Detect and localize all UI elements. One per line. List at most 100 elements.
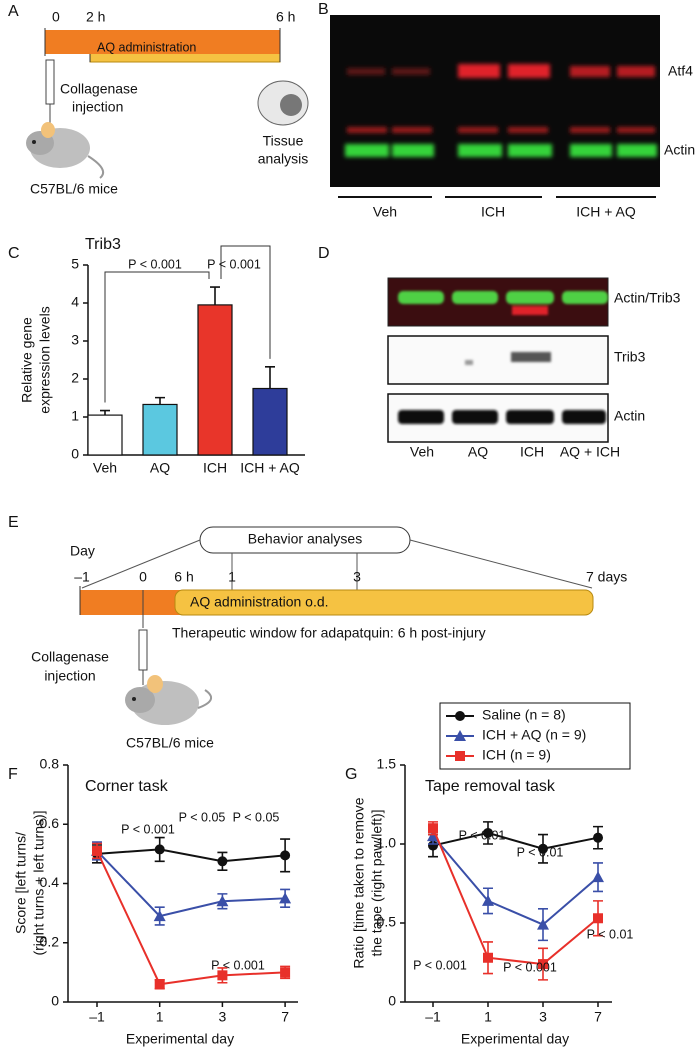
marker [428,840,438,851]
marker [216,895,229,907]
blot [330,15,660,187]
annotation: P < 0.001 [121,822,175,836]
y-tick-label: 1.5 [377,756,397,772]
x-tick-label: –1 [89,1009,105,1025]
bar [87,414,123,456]
series-line [432,827,599,966]
day-label: Day [70,543,95,559]
y-tick-label: 1 [71,408,79,424]
marker [428,823,438,834]
bar [142,403,178,456]
annotation: P < 0.001 [207,257,261,271]
x-tick-label: 1 [484,1009,492,1025]
legend-marker [454,730,466,741]
marker [280,967,291,978]
lane-label: ICH [520,444,544,460]
annotation: P < 0.001 [211,958,265,972]
y-axis-label: Ratio [time taken to remove [351,797,367,968]
analysis-label: Tissue [263,133,304,149]
marker [217,970,228,981]
row-label: Actin [614,408,645,424]
blot-d: Actin/Trib3 Trib3 Actin Veh AQ ICH AQ + … [387,277,681,460]
y-axis-label: the tape (right paw/left)] [369,809,385,956]
analysis-label: analysis [258,151,309,167]
blot-b: Atf4 Actin Veh ICH ICH + AQ [330,15,695,220]
time-label: 0 [52,9,60,25]
surgery-bar [80,590,180,615]
series-line [432,835,599,926]
x-tick-label: ICH + AQ [240,460,300,476]
y-tick-label: 0 [51,993,59,1009]
row-label: Actin/Trib3 [614,290,681,306]
time-label: 6 h [174,569,193,585]
y-tick-label: 3 [71,332,79,348]
surgery-bar [45,30,280,54]
injection-label: Collagenase [31,649,109,665]
injection-label: injection [44,668,95,684]
x-tick-label: 7 [281,1009,289,1025]
panel-label: B [318,1,329,18]
y-tick-label: 4 [71,294,79,310]
marker [483,952,493,963]
time-label: 6 h [276,9,295,25]
bar-label: AQ administration [97,40,196,54]
bar [252,387,288,456]
lane-label: AQ [468,444,488,460]
marker [279,892,292,904]
marker [153,910,166,922]
x-tick-label: 3 [219,1009,227,1025]
x-axis-label: Experimental day [461,1031,569,1047]
y-tick-label: 0.8 [40,756,60,772]
bar [197,304,233,456]
annotation: P < 0.01 [587,927,634,941]
x-tick-label: ICH [203,460,227,476]
series-line [96,850,286,918]
y-tick-label: 1.0 [377,835,397,851]
x-axis-label: Experimental day [126,1031,234,1047]
time-label: 1 [228,569,236,585]
marker [537,918,549,930]
mice-label: C57BL/6 mice [30,181,118,197]
x-tick-label: –1 [425,1009,441,1025]
y-axis-label: Score [left turns/ [13,832,29,934]
y-tick-label: 0.2 [40,933,60,949]
y-tick-label: 5 [71,256,79,272]
band-label: Actin [664,142,695,158]
marker [483,827,493,838]
row-label: Trib3 [614,349,646,365]
injection-label: injection [72,99,123,115]
chart-title: Trib3 [85,236,121,253]
x-tick-label: 3 [539,1009,547,1025]
panel-label: D [318,245,330,262]
annotation: P < 0.05 [179,810,226,824]
legend-label: ICH (n = 9) [482,747,551,763]
time-label: –1 [74,569,90,585]
annotation: P < 0.001 [128,257,182,271]
marker [538,959,548,970]
marker [154,844,165,855]
panel-label: F [8,766,18,783]
y-tick-label: 2 [71,370,79,386]
timeline-a: 0 2 h 6 h AQ administration Collagenase … [26,9,309,197]
annotation: P < 0.05 [233,810,280,824]
y-axis-label: Relative gene [19,317,35,403]
annotation: P < 0.01 [517,845,564,859]
band-label: Atf4 [668,63,693,79]
x-tick-label: Veh [93,460,117,476]
legend-marker [455,711,465,721]
bracket [104,271,210,403]
chart-title: Corner task [85,778,169,795]
legend-label: ICH + AQ (n = 9) [482,727,586,743]
annotation: P < 0.001 [413,958,467,972]
marker [280,850,291,861]
y-tick-label: 0 [71,446,79,462]
marker [154,979,165,990]
time-label: 3 [353,569,361,585]
timeline-e: Behavior analyses Day –1 0 6 h 1 3 7 day… [31,526,627,751]
panel-label: C [8,245,20,262]
marker [482,894,494,906]
y-axis-label: (right turns + left turns)] [31,810,47,955]
panel-label: E [8,514,19,531]
lane-label: AQ + ICH [560,444,620,460]
